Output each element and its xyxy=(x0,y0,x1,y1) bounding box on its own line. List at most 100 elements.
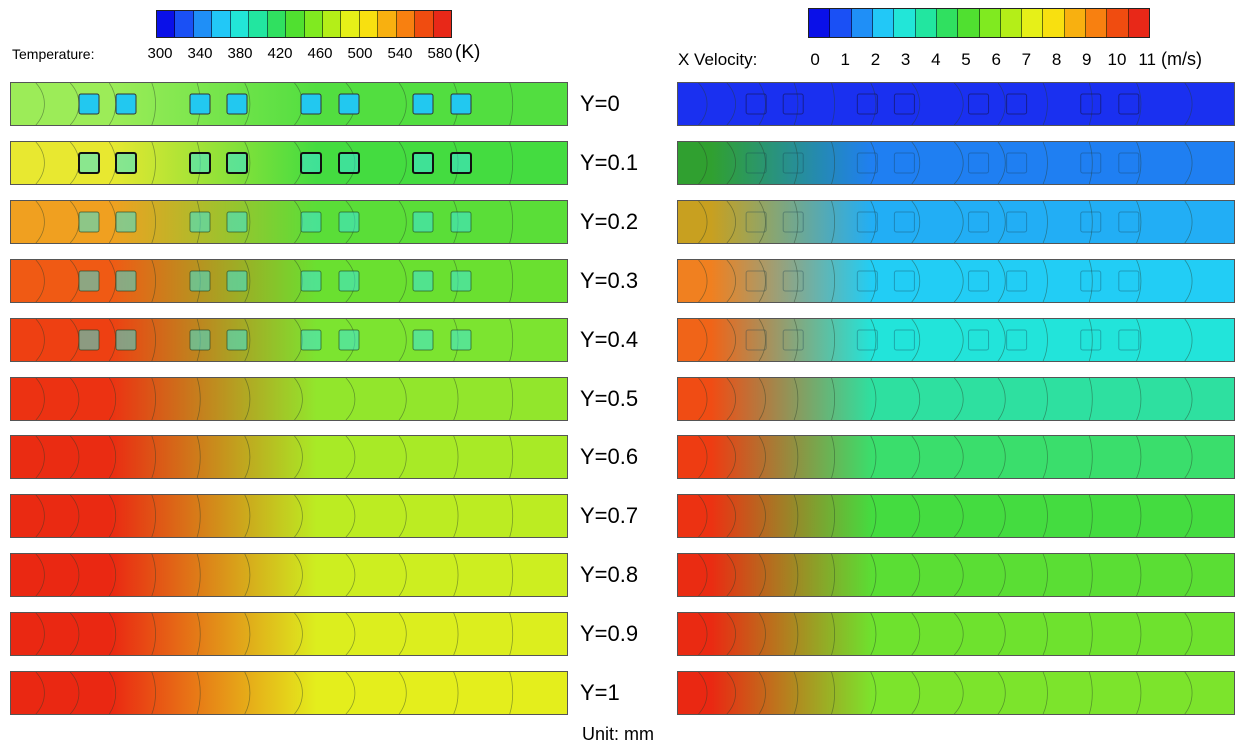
block-cell xyxy=(1006,152,1028,174)
temperature-contour-strip xyxy=(10,494,568,538)
velocity-contour-line xyxy=(953,672,964,714)
velocity-contour-line xyxy=(698,613,708,655)
block-cell xyxy=(1118,270,1140,292)
temperature-contour-line xyxy=(35,613,45,655)
temperature-field-fill xyxy=(11,260,567,302)
block-cell xyxy=(1118,152,1140,174)
temperature-field-fill xyxy=(11,319,567,361)
velocity-contour-line xyxy=(831,378,836,420)
temperature-contour-line xyxy=(244,672,251,714)
velocity-contour-line xyxy=(997,554,1006,596)
block-cell xyxy=(412,93,434,115)
velocity-colorbar xyxy=(808,8,1150,38)
velocity-contour-line xyxy=(953,201,964,243)
temperature-contour-line xyxy=(509,613,514,655)
temperature-contour-line xyxy=(35,554,45,596)
velocity-contour-line xyxy=(1136,495,1142,537)
temperature-contour-line xyxy=(294,436,303,478)
velocity-contour-line xyxy=(698,319,708,361)
temperature-contour-line xyxy=(398,554,407,596)
velocity-colorbar-swatch xyxy=(851,9,873,37)
velocity-field-fill xyxy=(678,378,1234,420)
temperature-tick-label: 380 xyxy=(227,45,253,62)
block-cell xyxy=(412,211,434,233)
plane-label: Y=1 xyxy=(580,680,620,705)
block-cell xyxy=(893,329,915,351)
plane-label: Y=0.5 xyxy=(580,386,639,411)
block-cell xyxy=(1118,211,1140,233)
velocity-contour-line xyxy=(870,142,877,184)
velocity-contour-line xyxy=(911,378,921,420)
temperature-contour-line xyxy=(35,201,45,243)
temperature-field-fill xyxy=(11,436,567,478)
block-cell xyxy=(189,211,211,233)
temperature-contour-line xyxy=(151,672,156,714)
temperature-contour-line xyxy=(244,142,251,184)
temperature-contour-line xyxy=(398,83,407,125)
block-cell xyxy=(856,93,878,115)
block-cell xyxy=(782,211,804,233)
velocity-contour-line xyxy=(831,83,836,125)
block-cell xyxy=(300,93,322,115)
velocity-contour-line xyxy=(911,436,921,478)
plane-label: Y=0 xyxy=(580,91,620,116)
velocity-contour-line xyxy=(726,201,736,243)
velocity-contour-line xyxy=(1042,613,1048,655)
temperature-contour-line xyxy=(398,495,407,537)
velocity-contour-strip xyxy=(677,377,1235,421)
temperature-contour-line xyxy=(244,260,251,302)
velocity-contour-strip xyxy=(677,435,1235,479)
velocity-contour-line xyxy=(793,83,799,125)
temperature-contour-line xyxy=(151,613,156,655)
velocity-tick-label: 10 xyxy=(1107,50,1127,69)
velocity-contour-line xyxy=(698,83,708,125)
temperature-unit: (K) xyxy=(455,42,481,63)
temperature-contour-line xyxy=(509,495,514,537)
block-cell xyxy=(189,93,211,115)
velocity-contour-line xyxy=(1184,613,1193,655)
block-cell xyxy=(745,270,767,292)
temperature-contour-line xyxy=(294,613,303,655)
block-cell xyxy=(450,93,472,115)
plane-label: Y=0.2 xyxy=(580,209,639,234)
temperature-contour-strip xyxy=(10,612,568,656)
block-cell xyxy=(338,152,360,174)
temperature-tick-label: 500 xyxy=(347,45,373,62)
temperature-contour-line xyxy=(69,672,80,714)
velocity-contour-line xyxy=(698,378,708,420)
velocity-contour-line xyxy=(911,613,921,655)
velocity-contour-line xyxy=(1042,378,1048,420)
velocity-contour-line xyxy=(793,613,799,655)
temperature-contour-line xyxy=(196,378,201,420)
velocity-colorbar-swatch xyxy=(1043,9,1065,37)
velocity-contour-line xyxy=(698,495,708,537)
velocity-contour-line xyxy=(793,142,799,184)
velocity-contour-strip xyxy=(677,82,1235,126)
velocity-contour-line xyxy=(911,554,921,596)
velocity-contour-line xyxy=(793,554,799,596)
velocity-tick-label: 4 xyxy=(931,50,941,69)
velocity-colorbar-swatch xyxy=(830,9,852,37)
velocity-contour-line xyxy=(911,495,921,537)
velocity-contour-line xyxy=(1136,83,1142,125)
velocity-contour-line xyxy=(1184,495,1193,537)
velocity-contour-line xyxy=(953,142,964,184)
block-cell xyxy=(300,211,322,233)
velocity-contour-line xyxy=(997,260,1006,302)
temperature-contour-strip xyxy=(10,377,568,421)
velocity-legend-label: X Velocity: xyxy=(678,50,758,69)
velocity-contour-line xyxy=(1042,436,1048,478)
temperature-contour-line xyxy=(151,260,156,302)
block-cell xyxy=(1080,270,1102,292)
temperature-contour-line xyxy=(398,436,407,478)
velocity-tick-label: 3 xyxy=(900,50,911,69)
temperature-contour-line xyxy=(244,613,251,655)
block-cell xyxy=(968,329,990,351)
velocity-contour-line xyxy=(870,554,877,596)
temperature-contour-line xyxy=(345,495,356,537)
velocity-contour-line xyxy=(831,613,836,655)
temperature-tick-label: 340 xyxy=(187,45,213,62)
velocity-contour-line xyxy=(1088,613,1093,655)
block-cell xyxy=(226,211,248,233)
velocity-contour-line xyxy=(758,672,766,714)
